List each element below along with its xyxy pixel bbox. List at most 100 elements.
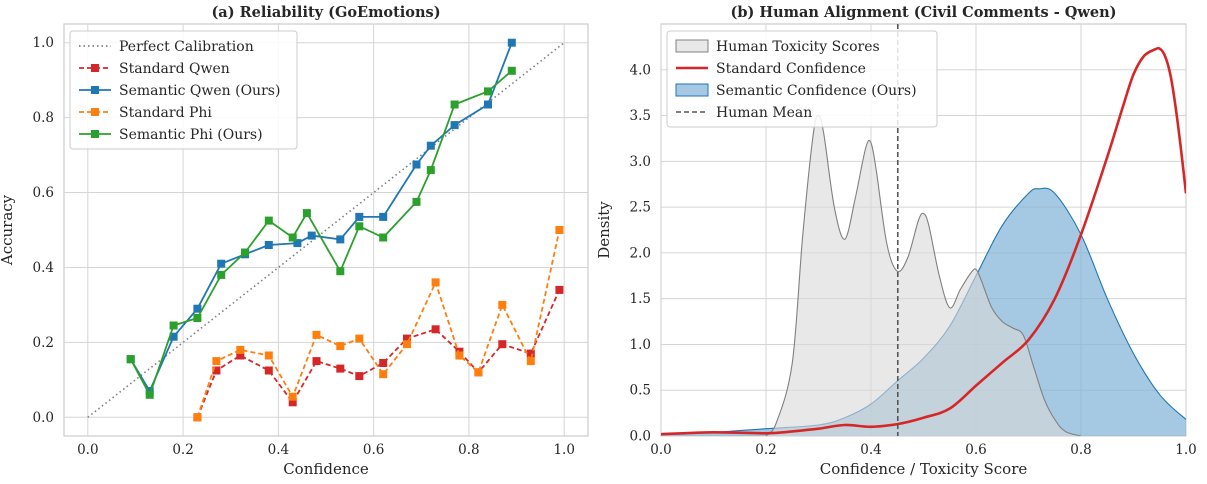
y-tick-label: 2.0 (630, 245, 651, 261)
legend-label: Standard Qwen (119, 61, 230, 77)
y-tick-label: 3.0 (630, 154, 651, 170)
confidence-curve (661, 46, 1186, 436)
data-point (379, 233, 388, 242)
legend-box (69, 30, 298, 150)
y-tick-label: 0.6 (33, 185, 54, 201)
x-tick-label: 1.0 (553, 442, 574, 458)
legend-label: Semantic Phi (Ours) (119, 127, 263, 143)
data-point (412, 197, 421, 206)
reliability-panel: 0.0 0.2 0.4 0.6 0.8 1.0 0.0 0.2 0.4 0.6 0.8 1.0 (a) … (0, 4, 589, 478)
x-tick-label: 0.6 (363, 442, 384, 458)
data-point (264, 216, 273, 225)
data-point (379, 359, 388, 367)
data-point (312, 330, 321, 339)
legend-label: Standard Phi (119, 105, 212, 121)
data-point (507, 38, 516, 47)
legend-marker (91, 108, 99, 116)
data-point (212, 366, 221, 375)
data-point (431, 325, 440, 334)
legend-label: Semantic Qwen (Ours) (119, 83, 280, 99)
legend-swatch (675, 83, 709, 97)
plot-frame (63, 23, 589, 437)
data-point (507, 66, 516, 75)
x-tick-label: 0.4 (268, 442, 289, 458)
data-point (355, 222, 364, 231)
series-1 (193, 285, 564, 422)
y-tick-label: 0.0 (33, 410, 54, 426)
y-tick-label: 0.4 (33, 260, 54, 276)
data-point (126, 355, 135, 364)
x-axis-label: Confidence / Toxicity Score (820, 460, 1028, 478)
y-tick-label: 0.8 (33, 110, 54, 126)
data-point (379, 212, 388, 221)
y-tick-label: 0.0 (630, 429, 651, 445)
data-point (145, 390, 154, 399)
data-point (193, 304, 202, 313)
data-point (450, 121, 459, 130)
series-line (196, 229, 561, 418)
data-point (293, 239, 302, 248)
y-tick-label: 0.2 (33, 335, 54, 351)
data-point (426, 141, 435, 150)
data-point (484, 100, 492, 109)
x-axis-label: Confidence (283, 460, 369, 478)
data-point (193, 314, 202, 322)
data-point (288, 233, 297, 242)
y-tick-label: 2.5 (630, 200, 651, 216)
legend-label: Human Toxicity Scores (716, 39, 880, 55)
data-point (264, 366, 273, 375)
data-point (498, 300, 507, 309)
data-point (403, 340, 411, 349)
legend: Human Toxicity Scores Standard Confidence… (666, 30, 938, 128)
human-alignment-panel: 0.0 0.2 0.4 0.6 0.8 1.0 0.0 0.5 1.0 1.5 2.0 2.5 3.0 3… (595, 4, 1197, 478)
data-point (403, 334, 411, 343)
data-point (264, 351, 273, 360)
legend-swatch (675, 39, 709, 53)
legend: Perfect Calibration Standard Qwen Semantic… (69, 30, 298, 150)
data-point (450, 100, 459, 109)
data-point (169, 332, 178, 341)
x-tick-label: 0.8 (458, 442, 479, 458)
y-tick-label: 1.0 (630, 337, 651, 353)
data-point (307, 231, 316, 240)
data-point (484, 87, 492, 96)
legend-marker (91, 86, 99, 94)
x-tick-label: 0.0 (650, 442, 671, 458)
x-tick-label: 1.0 (1175, 442, 1196, 458)
y-tick-label: 0.5 (630, 383, 651, 399)
data-point (355, 334, 364, 343)
data-point (212, 357, 221, 366)
data-point (302, 209, 311, 218)
data-point (355, 212, 364, 221)
y-axis-label: Accuracy (0, 194, 16, 266)
data-point (426, 166, 435, 175)
chart-title: (a) Reliability (GoEmotions) (211, 4, 440, 21)
data-point (312, 357, 321, 366)
y-tick-label: 4.0 (630, 62, 651, 78)
legend-marker (91, 64, 99, 72)
legend-label: Semantic Confidence (Ours) (716, 83, 917, 99)
x-tick-label: 0.2 (172, 442, 193, 458)
x-tick-label: 0.0 (77, 442, 98, 458)
data-point (526, 349, 535, 358)
data-point (555, 226, 564, 234)
series-4 (126, 66, 516, 399)
x-tick-label: 0.2 (755, 442, 776, 458)
data-point (236, 351, 245, 360)
legend-label: Human Mean (716, 105, 812, 121)
data-point (498, 340, 507, 349)
data-point (379, 370, 388, 379)
series-3 (193, 226, 564, 422)
data-point (264, 241, 273, 249)
data-point (288, 398, 297, 407)
data-point (526, 357, 535, 366)
data-point (555, 285, 564, 294)
data-point (288, 392, 297, 401)
y-tick-label: 1.5 (630, 291, 651, 307)
data-point (236, 345, 245, 354)
data-point (169, 321, 178, 330)
chart-title: (b) Human Alignment (Civil Comments - Qw… (730, 4, 1116, 21)
x-tick-label: 0.6 (965, 442, 986, 458)
data-point (336, 364, 345, 373)
y-axis-label: Density (595, 201, 613, 259)
